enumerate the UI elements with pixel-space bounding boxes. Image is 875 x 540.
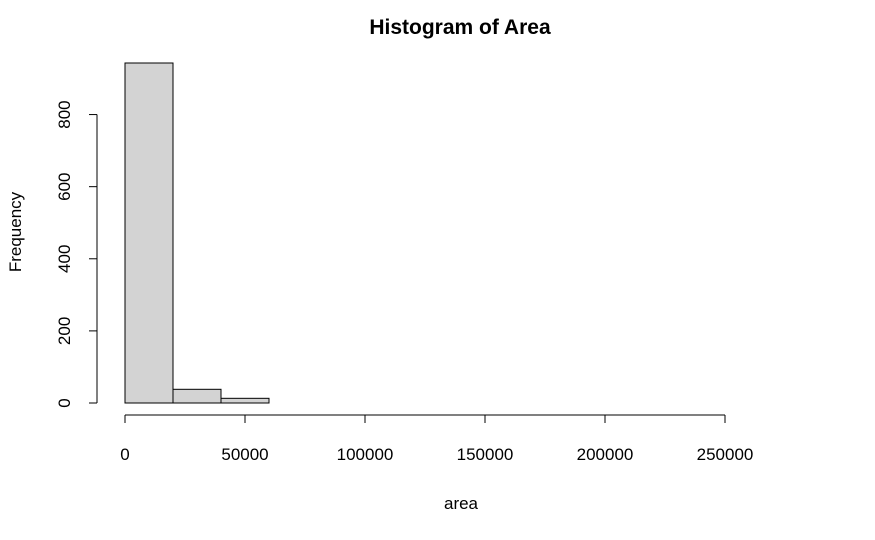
bars-group [124, 62, 270, 404]
histogram-bar [124, 62, 174, 404]
y-axis-label: Frequency [6, 191, 25, 272]
x-tick-label: 200000 [577, 445, 634, 464]
x-tick-label: 50000 [221, 445, 268, 464]
y-axis: 0 200 400 600 800 [55, 100, 98, 408]
x-tick-label: 0 [120, 445, 129, 464]
x-axis: 0 50000 100000 150000 200000 250000 [120, 414, 754, 464]
y-tick-label: 0 [55, 398, 74, 407]
y-tick-label: 600 [55, 172, 74, 200]
histogram-bar [172, 388, 222, 404]
chart-title: Histogram of Area [369, 16, 551, 39]
y-tick-label: 200 [55, 317, 74, 345]
x-axis-label: area [444, 494, 479, 513]
x-tick-label: 100000 [337, 445, 394, 464]
y-tick-label: 800 [55, 100, 74, 128]
y-tick-label: 400 [55, 245, 74, 273]
histogram-bar [220, 397, 270, 404]
x-tick-label: 150000 [457, 445, 514, 464]
x-tick-label: 250000 [697, 445, 754, 464]
